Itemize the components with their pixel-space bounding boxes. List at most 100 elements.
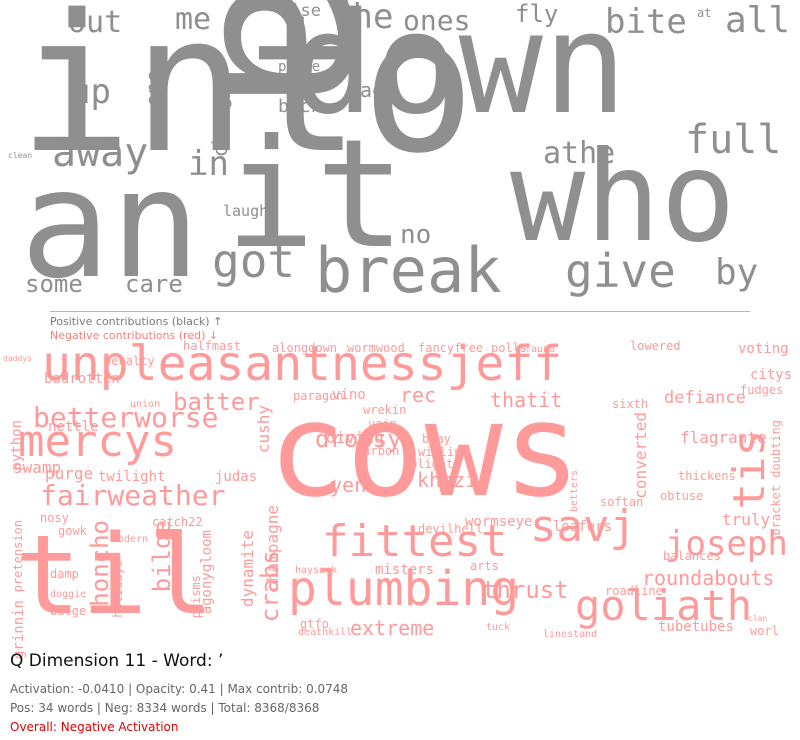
negative-word: fittest: [322, 516, 508, 567]
negative-word: til: [15, 511, 214, 639]
negative-word: fudges: [740, 383, 784, 397]
negative-word: goliath: [575, 581, 753, 630]
negative-word: bracket doubting: [769, 420, 783, 536]
negative-word: flagrante: [680, 428, 767, 447]
negative-word: nosy: [40, 511, 69, 525]
negative-word: plumbing: [288, 561, 520, 617]
negative-word: honcho: [86, 520, 114, 607]
negative-word: batter: [173, 388, 260, 416]
positive-word: fly: [515, 0, 559, 28]
negative-word: nettle: [48, 419, 99, 435]
positive-word: the: [332, 0, 394, 37]
negative-word: paragon: [293, 389, 344, 403]
positive-word: an: [20, 138, 201, 312]
negative-word: thickens: [678, 469, 736, 483]
negative-word: polls: [491, 341, 528, 355]
negative-word: obtuse: [660, 489, 704, 503]
negative-word: unpleasantnessjeff: [42, 336, 563, 392]
positive-word: back: [278, 96, 322, 117]
negative-word: holidays: [111, 560, 125, 618]
negative-word: devilhell: [418, 522, 484, 536]
negative-word: bulge: [50, 604, 87, 618]
negative-word: fauna: [525, 344, 556, 355]
negative-word: daddys: [3, 354, 32, 363]
negative-word: arts: [470, 559, 499, 573]
negative-word: cows: [268, 374, 582, 526]
overall-activation: Overall: Negative Activation: [10, 720, 179, 734]
negative-word: roadline: [605, 584, 663, 598]
negative-word: betters: [569, 470, 580, 513]
negative-word: python: [9, 420, 25, 471]
legend-negative: Negative contributions (red) ↓: [50, 329, 219, 342]
negative-word: wormseye: [465, 514, 533, 530]
positive-word: at: [697, 6, 712, 20]
activation-stats: Activation: -0.0410 | Opacity: 0.41 | Ma…: [10, 682, 349, 696]
negative-word: prisms: [189, 575, 203, 619]
legend-positive: Positive contributions (black) ↑: [50, 315, 223, 328]
negative-word: twilight: [98, 469, 166, 485]
positive-word: bite: [605, 2, 687, 42]
negative-word: vain: [368, 417, 397, 431]
negative-word: rec: [400, 383, 437, 407]
positive-word: piece: [278, 59, 321, 75]
negative-word: gowk: [58, 524, 87, 538]
negative-word: linestand: [543, 629, 598, 640]
divider-line: [50, 311, 750, 312]
negative-word: tubetubes: [658, 619, 734, 635]
positive-word: clean: [8, 151, 33, 160]
positive-word: ones: [403, 4, 471, 37]
positive-word: rise: [280, 1, 321, 21]
negative-word: yen: [330, 473, 367, 497]
positive-word: out: [68, 5, 123, 40]
positive-word: care: [125, 270, 183, 298]
negative-word: voting: [738, 341, 789, 357]
negative-word: blighty: [410, 457, 461, 471]
positive-word: all: [725, 0, 791, 41]
negative-word: khazi: [417, 468, 478, 492]
positive-word: by: [715, 252, 759, 293]
negative-word: alongdown: [272, 341, 338, 355]
negative-word: misters: [375, 562, 435, 578]
positive-word: some: [25, 270, 83, 298]
positive-word: up: [70, 72, 111, 112]
positive-word: who: [510, 125, 736, 270]
negative-word: truly: [722, 510, 771, 529]
negative-word: badrotten: [44, 371, 120, 387]
negative-word: willin: [418, 445, 462, 459]
negative-word: loafers: [553, 519, 613, 535]
negative-word: modern: [112, 534, 149, 545]
negative-word: roundabouts: [642, 566, 775, 590]
negative-word: damp: [50, 567, 79, 581]
negative-word: haysack: [295, 565, 338, 576]
negative-word: dynamite: [238, 530, 257, 608]
positive-word: had: [348, 78, 385, 102]
positive-word: laugh: [223, 202, 269, 220]
positive-word: down: [290, 0, 628, 146]
positive-word: break: [315, 234, 502, 307]
positive-word: one: [141, 70, 165, 107]
negative-word: clan: [748, 614, 768, 623]
negative-word: pretension: [11, 520, 25, 593]
positive-word: it: [225, 108, 406, 282]
positive-word: full: [685, 117, 782, 163]
negative-word: wrekin: [363, 403, 407, 417]
positive-word: in: [188, 144, 229, 184]
negative-word: wormwood: [347, 341, 405, 355]
negative-word: balances: [663, 549, 721, 563]
negative-word: doggie: [50, 589, 87, 600]
negative-word: mercys: [18, 416, 177, 467]
negative-word: citys: [750, 367, 793, 383]
negative-word: swamp: [13, 458, 62, 477]
negative-word: lowered: [630, 339, 681, 353]
page-title: Q Dimension 11 - Word: ’: [10, 651, 224, 671]
negative-word: converted: [631, 412, 650, 499]
positive-word: into: [18, 0, 476, 195]
negative-word: tuck: [486, 622, 511, 633]
negative-word: gtfo: [300, 617, 329, 631]
negative-word: vino: [332, 387, 366, 403]
word-count-stats: Pos: 34 words | Neg: 8334 words | Total:…: [10, 701, 320, 715]
negative-word: softan: [600, 495, 644, 509]
negative-word: fairweather: [40, 479, 226, 512]
negative-word: defiance: [664, 388, 746, 408]
